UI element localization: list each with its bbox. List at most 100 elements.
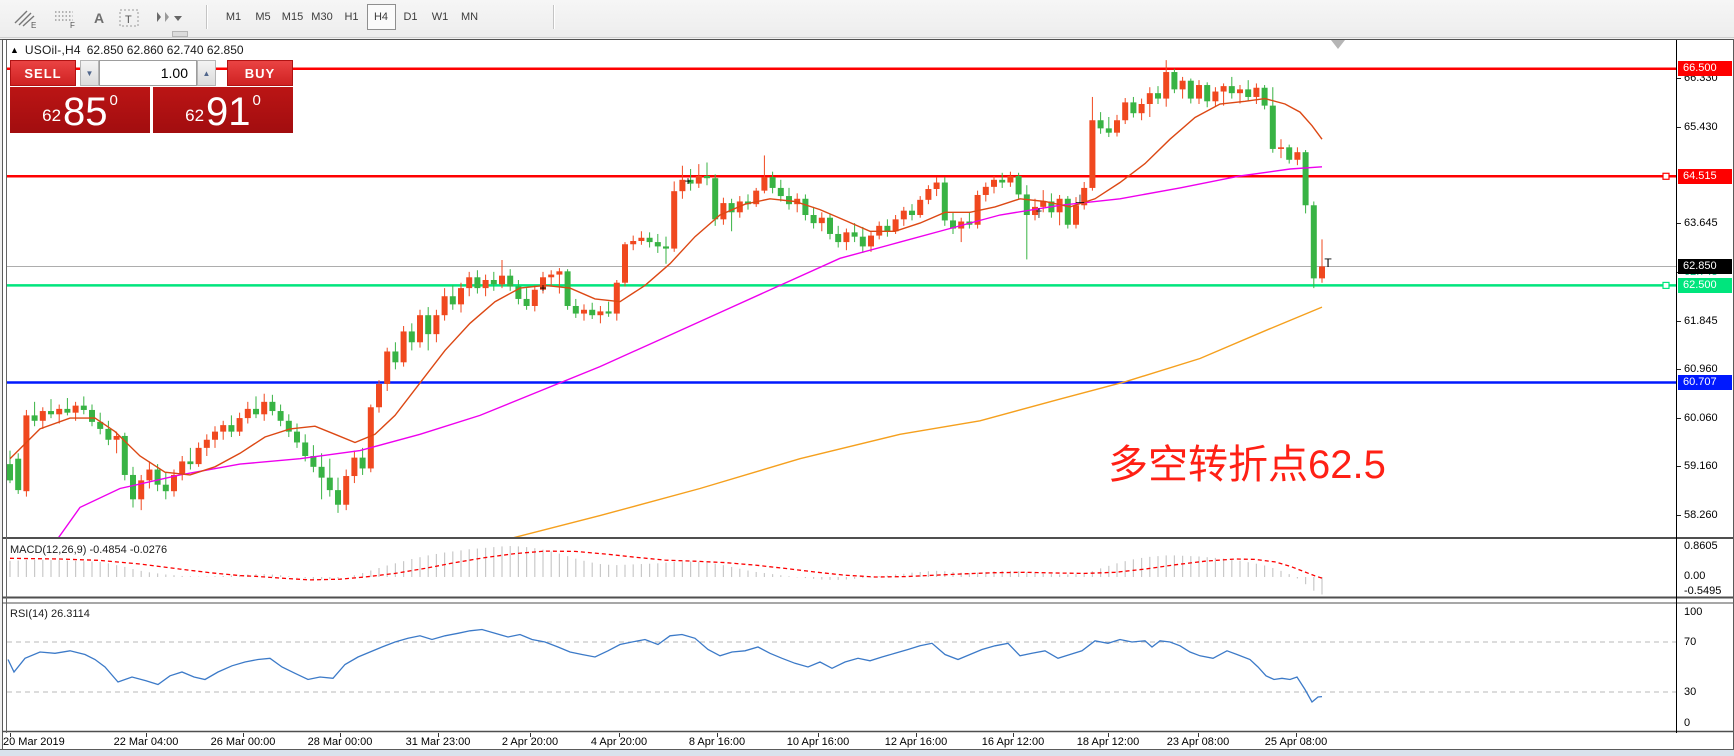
sell-price-display[interactable]: 62 85 0	[10, 87, 150, 133]
toolbar: E F A T M1 M5 M15 M30 H1 H4 D1 W1 MN	[0, 0, 1734, 38]
price-badge-60.707: 60.707	[1678, 375, 1732, 390]
time-axis-label: 22 Mar 04:00	[113, 736, 179, 748]
timeframe-button-h1[interactable]: H1	[344, 11, 359, 23]
indicator-scale-label: -0.5495	[1684, 585, 1722, 597]
time-tick-mark	[916, 733, 917, 737]
indicator-scale-label: 0.00	[1684, 570, 1706, 582]
time-tick-mark	[340, 733, 341, 737]
time-axis-label: 20 Mar 2019	[3, 736, 65, 748]
price-badge-66.500: 66.500	[1678, 61, 1732, 77]
indicator-scale-label: 100	[1684, 606, 1703, 618]
buy-price-big: 91	[206, 90, 251, 134]
time-tick-mark	[1108, 733, 1109, 737]
price-tick-label: 60.960	[1684, 362, 1718, 375]
time-axis-label: 25 Apr 08:00	[1264, 736, 1328, 748]
chart-annotation-text: 多空转折点62.5	[1108, 443, 1386, 487]
price-badge-62.500: 62.500	[1678, 277, 1732, 293]
rsi-indicator-label: RSI(14) 26.3114	[10, 608, 90, 620]
svg-text:F: F	[70, 21, 75, 29]
price-tick-label: 65.430	[1684, 120, 1718, 133]
indicator-scale-label: 70	[1684, 636, 1697, 648]
time-tick-mark	[818, 733, 819, 737]
time-tick-mark	[243, 733, 244, 737]
time-tick-mark	[146, 733, 147, 737]
price-tick-mark	[1676, 515, 1681, 517]
fibonacci-grid-icon[interactable]: F	[48, 4, 82, 32]
svg-text:T: T	[125, 14, 132, 26]
price-tick-mark	[1676, 368, 1681, 370]
indicator-scale-label: 0.8605	[1684, 540, 1718, 552]
time-axis-label: 16 Apr 12:00	[981, 736, 1045, 748]
toolbar-separator	[553, 5, 555, 29]
status-strip	[0, 750, 1734, 756]
price-tick-mark	[1676, 78, 1681, 79]
toolbar-grip	[172, 31, 188, 37]
equidistant-channel-icon[interactable]: E	[8, 4, 42, 32]
sell-button[interactable]: SELL	[10, 60, 76, 86]
time-tick-mark	[619, 733, 620, 737]
time-axis-label: 31 Mar 23:00	[405, 736, 471, 748]
price-tick-mark	[1676, 417, 1681, 419]
arrows-tool-icon[interactable]	[146, 4, 186, 32]
ohlc-values: 62.850 62.860 62.740 62.850	[86, 43, 244, 57]
timeframe-button-m1[interactable]: M1	[225, 11, 242, 23]
symbol-period-label: USOil-,H4	[24, 43, 81, 57]
window-border-left	[2, 39, 3, 750]
timeframe-button-m5[interactable]: M5	[255, 11, 271, 23]
chart-title: ▲ USOil-,H4 62.850 62.860 62.740 62.850	[10, 43, 244, 57]
volume-increase-button[interactable]: ▲	[197, 60, 216, 86]
volume-decrease-button[interactable]: ▼	[80, 60, 99, 86]
volume-input[interactable]	[99, 60, 197, 86]
time-axis-label: 12 Apr 16:00	[884, 736, 948, 748]
time-tick-mark	[530, 733, 531, 737]
price-tick-label: 59.160	[1684, 460, 1718, 473]
macd-indicator-label: MACD(12,26,9) -0.4854 -0.0276	[10, 544, 168, 556]
time-axis-label: 18 Apr 12:00	[1076, 736, 1140, 748]
time-axis-label: 8 Apr 16:00	[688, 736, 746, 748]
collapse-triangle-icon[interactable]: ▲	[10, 45, 19, 55]
time-tick-mark	[1198, 733, 1199, 737]
svg-text:†: †	[1036, 206, 1043, 220]
one-click-trading-panel: SELL ▼ ▲ BUY 62 85 0 62 91 0	[10, 60, 293, 133]
time-axis-label: 4 Apr 20:00	[590, 736, 648, 748]
indicator-scale-label: 30	[1684, 686, 1697, 698]
time-axis-label: 10 Apr 16:00	[786, 736, 850, 748]
price-badge-62.850: 62.850	[1678, 258, 1732, 274]
time-axis-label: 23 Apr 08:00	[1166, 736, 1230, 748]
svg-text:⊥: ⊥	[1075, 192, 1085, 206]
timeframe-button-mn[interactable]: MN	[460, 11, 479, 23]
timeframe-button-h4[interactable]: H4	[366, 4, 396, 30]
buy-price-display[interactable]: 62 91 0	[153, 87, 293, 133]
time-tick-mark	[438, 733, 439, 737]
price-tick-label: 63.645	[1684, 217, 1718, 230]
price-tick-label: 58.260	[1684, 509, 1718, 522]
window-border-bottom	[0, 749, 1734, 750]
sell-price-sup: 0	[109, 92, 118, 109]
time-tick-mark	[1013, 733, 1014, 737]
price-tick-label: 61.845	[1684, 314, 1718, 327]
timeframe-button-d1[interactable]: D1	[403, 11, 418, 23]
price-tick-mark	[1676, 320, 1681, 322]
price-tick-mark	[1676, 223, 1681, 225]
text-tool-icon[interactable]: A	[93, 10, 105, 26]
price-tick-mark	[1676, 126, 1681, 128]
buy-price-sup: 0	[252, 92, 261, 109]
buy-button[interactable]: BUY	[227, 60, 293, 86]
time-axis-label: 2 Apr 20:00	[501, 736, 559, 748]
label-tool-icon[interactable]: T	[116, 4, 142, 32]
time-axis-label: 26 Mar 00:00	[210, 736, 276, 748]
svg-text:E: E	[31, 21, 36, 29]
timeframe-button-m30[interactable]: M30	[311, 11, 333, 23]
time-tick-mark	[10, 733, 11, 737]
price-tick-label: 60.060	[1684, 411, 1718, 424]
buy-price-prefix: 62	[185, 106, 205, 125]
sell-price-prefix: 62	[42, 106, 62, 125]
toolbar-separator	[206, 5, 208, 29]
indicator-scale-label: 0	[1684, 717, 1691, 729]
time-tick-mark	[1296, 733, 1297, 737]
time-axis-label: 28 Mar 00:00	[307, 736, 373, 748]
svg-text:+: +	[539, 281, 546, 295]
timeframe-button-m15[interactable]: M15	[281, 11, 304, 23]
timeframe-button-w1[interactable]: W1	[431, 11, 449, 23]
